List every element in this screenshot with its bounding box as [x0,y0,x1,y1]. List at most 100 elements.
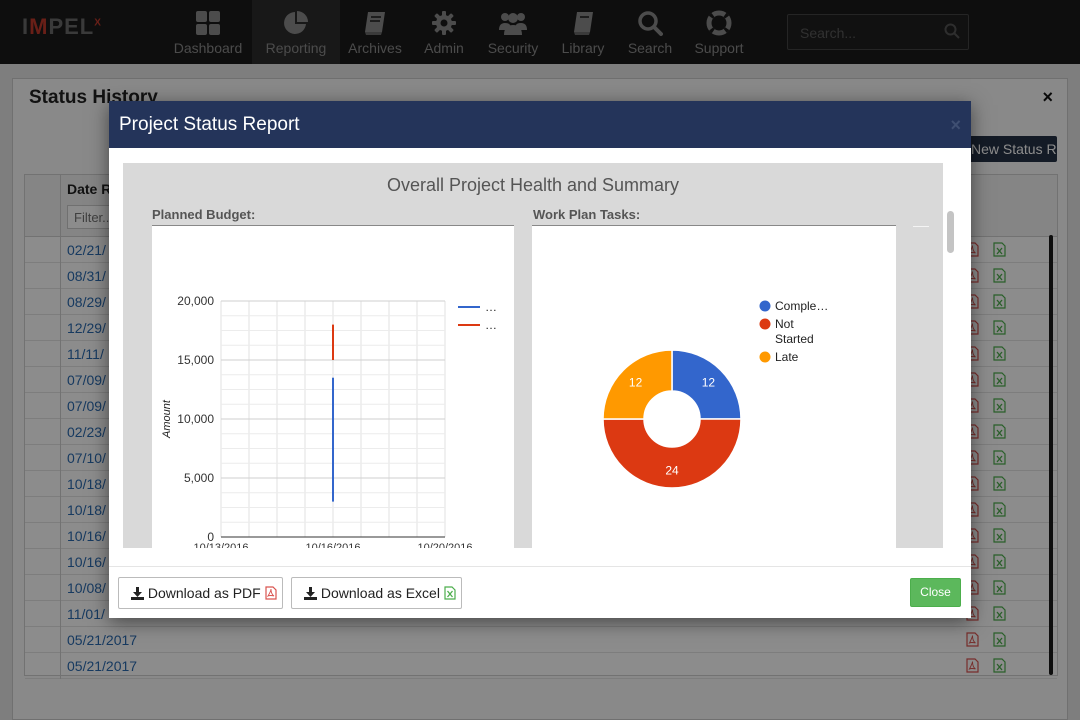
row-gutter [25,497,61,523]
excel-file-icon[interactable] [993,502,1006,522]
y-tick-label: 15,000 [177,353,214,367]
dashboard-icon [164,10,252,36]
excel-file-icon[interactable] [993,372,1006,392]
excel-file-icon[interactable] [993,424,1006,444]
row-date-link[interactable]: 10/18/ [67,476,106,492]
nav-library[interactable]: Library [539,0,627,64]
slice-value-label: 12 [702,376,716,390]
legend-label[interactable]: … [485,318,497,332]
app-logo[interactable]: IMPELX [22,14,102,39]
nav-label: Dashboard [173,40,243,56]
table-row[interactable]: 05/21/2017 [25,627,1057,653]
new-status-report-button[interactable]: New Status Report [965,136,1057,162]
legend-label[interactable]: Comple… [775,299,828,313]
row-date-link[interactable]: 11/11/ [67,346,104,362]
legend-label[interactable]: Not Started [775,317,814,346]
column-header-date[interactable]: Date R [67,181,112,197]
nav-security[interactable]: Security [469,0,557,64]
excel-file-icon[interactable] [993,242,1006,262]
row-date-link[interactable]: 12/29/ [67,320,106,336]
excel-file-icon[interactable] [993,476,1006,496]
legend-label[interactable]: … [485,300,497,314]
excel-file-icon [444,585,456,601]
table-row[interactable]: 11/01/ [25,601,1057,627]
modal-footer: Download as PDF Download as Excel Close [109,566,971,618]
budget-line-chart: 20,000 15,000 10,000 5,000 010/13/2016 10/16/… [161,294,497,548]
excel-file-icon[interactable] [993,632,1006,652]
legend-label[interactable]: Late [775,350,799,364]
donut-slice[interactable] [602,349,673,420]
scrollbar-thumb[interactable] [947,211,954,253]
excel-file-icon[interactable] [993,580,1006,600]
excel-file-icon[interactable] [993,398,1006,418]
row-date-link[interactable]: 02/21/ [67,242,106,258]
search-icon [606,10,694,36]
donut-slice[interactable] [602,418,742,489]
report-body: Overall Project Health and Summary Plann… [123,163,943,548]
nav-admin[interactable]: Admin [400,0,488,64]
excel-file-icon[interactable] [993,320,1006,340]
pdf-file-icon[interactable] [966,632,979,652]
row-date-link[interactable]: 07/10/ [67,450,106,466]
excel-file-icon[interactable] [993,450,1006,470]
row-gutter [25,341,61,367]
row-gutter [25,445,61,471]
donut-slice[interactable] [671,349,742,420]
row-date-link[interactable]: 07/09/ [67,372,106,388]
excel-file-icon[interactable] [993,658,1006,678]
row-gutter [25,471,61,497]
row-date-link[interactable]: 10/18/ [67,502,106,518]
pie-chart-icon [252,10,340,36]
lifebuoy-icon [675,10,763,36]
row-gutter [25,237,61,263]
nav-reporting[interactable]: Reporting [252,0,340,64]
project-status-report-modal: Project Status Report × Overall Project … [109,101,971,618]
search-icon[interactable] [944,23,960,44]
row-date-link[interactable]: 10/16/ [67,554,106,570]
row-date-link[interactable]: 10/16/ [67,528,106,544]
close-button[interactable]: Close [910,578,961,607]
row-date-link[interactable]: 05/21/2017 [67,632,138,648]
row-date-link[interactable]: 07/09/ [67,398,106,414]
row-date-link[interactable]: 02/23/ [67,424,106,440]
nav-label: Admin [424,40,464,56]
download-pdf-button[interactable]: Download as PDF [118,577,283,609]
nav-support[interactable]: Support [675,0,763,64]
nav-label: Security [487,40,539,56]
excel-file-icon[interactable] [993,528,1006,548]
nav-search[interactable]: Search [606,0,694,64]
excel-file-icon[interactable] [993,554,1006,574]
download-pdf-label: Download as PDF [147,585,261,601]
y-axis-label: Amount [161,399,173,439]
row-gutter [25,601,61,627]
close-icon[interactable]: × [1042,87,1053,107]
budget-chart-panel: 20,000 15,000 10,000 5,000 0 10/13/2016 10/16/… [152,225,514,548]
close-icon[interactable]: × [950,115,961,135]
table-row[interactable]: 05/21/2017 [25,653,1057,679]
grid-scrollbar[interactable] [1049,235,1053,675]
search-input[interactable] [800,23,940,43]
nav-label: Reporting [265,40,327,56]
download-icon [304,585,317,601]
y-tick-label: 10,000 [177,412,214,426]
download-excel-button[interactable]: Download as Excel [291,577,462,609]
y-tick-label: 0 [207,530,214,544]
row-date-link[interactable]: 08/31/ [67,268,106,284]
row-date-link[interactable]: 08/29/ [67,294,106,310]
x-tick-label: 10/20/2016 [417,542,472,548]
row-gutter [25,393,61,419]
nav-dashboard[interactable]: Dashboard [164,0,252,64]
report-scrollbar[interactable] [945,163,957,548]
excel-file-icon[interactable] [993,294,1006,314]
row-gutter [25,315,61,341]
excel-file-icon[interactable] [993,268,1006,288]
row-date-link[interactable]: 11/01/ [67,606,105,622]
row-date-link[interactable]: 10/08/ [67,580,106,596]
excel-file-icon[interactable] [993,606,1006,626]
excel-file-icon[interactable] [993,346,1006,366]
row-date-link[interactable]: 05/21/2017 [67,658,138,674]
nav-archives[interactable]: Archives [331,0,419,64]
pdf-file-icon[interactable] [966,658,979,678]
legend-swatch [759,351,771,363]
row-gutter [25,263,61,289]
